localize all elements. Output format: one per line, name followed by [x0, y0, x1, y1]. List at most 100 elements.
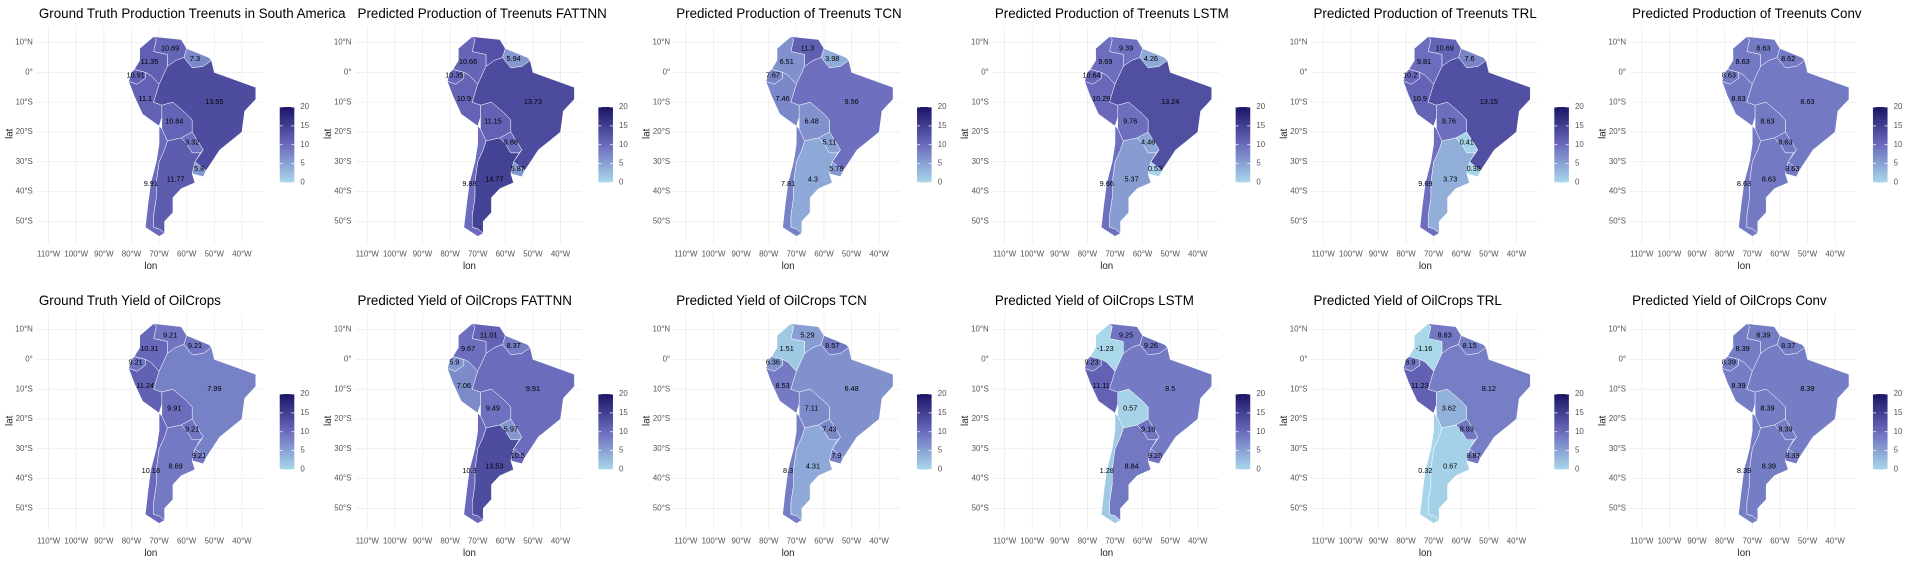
x-tick-label: 100°W [1658, 536, 1682, 545]
y-tick-label: 0° [1619, 67, 1627, 76]
panel-title: Predicted Production of Treenuts FATTNN [358, 6, 607, 21]
x-tick-label: 70°W [787, 536, 807, 545]
y-tick-label: 30°S [1609, 444, 1626, 453]
colorbar-label: 10 [938, 140, 947, 149]
colorbar-label: 10 [1256, 140, 1265, 149]
region-label: 8.39 [1737, 466, 1751, 475]
y-tick-label: 40°S [1290, 187, 1307, 196]
y-tick-label: 10°S [16, 384, 33, 393]
region-label: 0.57 [1123, 403, 1137, 412]
region-label: 4.26 [1144, 54, 1158, 63]
y-tick-label: 10°N [15, 325, 33, 334]
colorbar-label: 20 [1256, 389, 1265, 398]
y-tick-label: 20°S [653, 414, 670, 423]
colorbar-label: 20 [1575, 389, 1584, 398]
map-panel: Ground Truth Yield of OilCrops 110°W 100°W… [4, 293, 309, 559]
x-tick-label: 90°W [94, 249, 114, 258]
region [463, 412, 487, 524]
region-label: 9.21 [188, 341, 202, 350]
x-tick-label: 100°W [1020, 249, 1044, 258]
y-tick-label: 50°S [1290, 216, 1307, 225]
x-tick-label: 110°W [1630, 536, 1654, 545]
y-tick-label: 20°S [1609, 414, 1626, 423]
region-label: 7.81 [781, 179, 795, 188]
region [145, 412, 168, 524]
x-axis-label: lon [1100, 261, 1113, 272]
colorbar-label: 0 [619, 465, 624, 474]
y-tick-label: 20°S [334, 127, 351, 136]
region-label: 8.53 [775, 381, 789, 390]
x-tick-label: 60°W [1770, 249, 1790, 258]
region-label: 8.93 [1460, 424, 1474, 433]
x-tick-label: 90°W [413, 249, 433, 258]
colorbar-label: 15 [1575, 408, 1584, 417]
region-label: 13.73 [524, 97, 542, 106]
region-label: 8.69 [169, 462, 183, 471]
region-label: 8.84 [1124, 462, 1138, 471]
y-tick-label: 40°S [16, 474, 33, 483]
y-tick-label: 10°N [334, 38, 352, 47]
y-tick-label: 10°N [971, 325, 989, 334]
x-tick-label: 90°W [1050, 249, 1070, 258]
y-tick-label: 10°S [1609, 97, 1626, 106]
y-axis-label: lat [4, 128, 15, 139]
region-label: 5.37 [1124, 175, 1138, 184]
y-tick-label: 0° [1300, 354, 1308, 363]
x-tick-label: 110°W [1312, 249, 1336, 258]
y-axis-label: lat [4, 415, 15, 426]
y-tick-label: 0° [1619, 354, 1627, 363]
colorbar-label: 15 [300, 121, 309, 130]
x-tick-label: 50°W [205, 536, 225, 545]
x-tick-label: 100°W [702, 536, 726, 545]
y-axis-label: lat [323, 128, 334, 139]
colorbar-label: 0 [1256, 465, 1261, 474]
x-tick-label: 50°W [1798, 536, 1818, 545]
panel-title: Predicted Yield of OilCrops Conv [1632, 293, 1827, 308]
y-tick-label: 50°S [16, 216, 33, 225]
region-label: 10.84 [165, 116, 183, 125]
x-tick-label: 90°W [1687, 249, 1707, 258]
y-tick-label: 20°S [334, 414, 351, 423]
region-label: 3.62 [1442, 403, 1456, 412]
y-tick-label: 20°S [1290, 127, 1307, 136]
y-tick-label: 0° [663, 67, 671, 76]
y-tick-label: 0° [344, 354, 352, 363]
region-label: 7.46 [775, 94, 789, 103]
x-tick-label: 70°W [1424, 536, 1444, 545]
region-label: 8.15 [1462, 341, 1476, 350]
colorbar-label: 5 [1575, 446, 1580, 455]
colorbar-label: 5 [1894, 446, 1899, 455]
y-tick-label: 30°S [972, 444, 989, 453]
y-tick-label: 0° [344, 67, 352, 76]
colorbar-label: 10 [300, 140, 309, 149]
y-tick-label: 10°N [1608, 325, 1626, 334]
colorbar-label: 20 [1256, 102, 1265, 111]
colorbar [917, 107, 932, 183]
region-label: 7.99 [207, 384, 221, 393]
x-tick-label: 90°W [731, 249, 751, 258]
x-tick-label: 70°W [468, 249, 488, 258]
region-label: 3.73 [1443, 175, 1457, 184]
region-label: 11.11 [1093, 381, 1110, 390]
colorbar-label: 10 [1575, 427, 1584, 436]
region-label: 6.48 [844, 384, 858, 393]
x-tick-label: 70°W [1424, 249, 1444, 258]
x-tick-label: 70°W [468, 536, 488, 545]
region [1419, 125, 1443, 237]
region-label: 7.11 [805, 403, 819, 412]
colorbar-label: 10 [300, 427, 309, 436]
colorbar [598, 107, 613, 183]
region-label: 0.38 [1467, 164, 1481, 173]
colorbar-label: 5 [1256, 159, 1261, 168]
x-tick-label: 50°W [523, 249, 543, 258]
region-label: 8.12 [1482, 384, 1496, 393]
x-tick-label: 50°W [523, 536, 543, 545]
map-panel: Predicted Production of Treenuts TCN 110°… [642, 6, 947, 272]
region-label: 4.3 [808, 175, 818, 184]
region-label: 0.41 [1460, 137, 1474, 146]
y-tick-label: 50°S [334, 503, 351, 512]
region-label: 13.55 [205, 97, 223, 106]
colorbar-label: 10 [1256, 427, 1265, 436]
